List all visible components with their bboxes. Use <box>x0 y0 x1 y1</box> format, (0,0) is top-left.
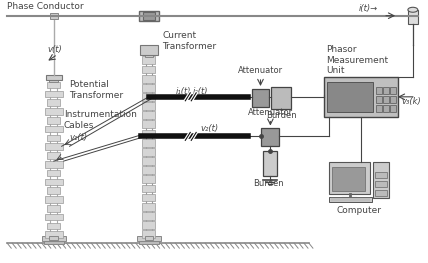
Bar <box>45 143 62 150</box>
Bar <box>50 13 58 19</box>
Text: v₁(t): v₁(t) <box>70 133 88 142</box>
Text: i₂(t): i₂(t) <box>192 87 208 96</box>
Bar <box>142 194 155 201</box>
Bar <box>383 87 389 94</box>
Bar <box>45 108 62 115</box>
Text: i(t)→: i(t)→ <box>358 4 377 13</box>
Bar <box>48 99 60 106</box>
Bar <box>383 96 389 103</box>
Text: v(t): v(t) <box>48 45 62 54</box>
Bar <box>142 212 155 220</box>
Bar <box>376 105 382 112</box>
Bar <box>390 87 396 94</box>
Bar <box>324 77 398 117</box>
Bar <box>49 236 58 240</box>
Text: Potential
Transformer: Potential Transformer <box>70 80 124 100</box>
Bar <box>142 102 155 110</box>
Text: Attenuator: Attenuator <box>248 108 293 117</box>
Text: Burden: Burden <box>253 179 284 188</box>
Bar <box>142 166 155 174</box>
Bar <box>383 105 389 112</box>
Bar <box>42 236 65 241</box>
Bar <box>408 10 418 24</box>
Bar <box>45 91 62 97</box>
Bar <box>143 12 155 20</box>
Text: Current
Transformer: Current Transformer <box>163 31 217 51</box>
Text: Instrumentation
Cables: Instrumentation Cables <box>64 110 137 130</box>
Bar <box>48 82 60 88</box>
Bar <box>142 130 155 138</box>
Bar <box>137 236 160 241</box>
Bar <box>376 87 382 94</box>
Bar <box>48 205 60 212</box>
Bar <box>142 230 155 238</box>
Bar <box>142 221 155 229</box>
Bar <box>45 231 62 238</box>
Bar <box>48 152 60 159</box>
Bar <box>45 126 62 133</box>
Bar <box>252 89 269 107</box>
Bar <box>48 170 60 176</box>
Bar <box>139 11 159 21</box>
Bar <box>271 87 291 109</box>
Text: Computer: Computer <box>336 206 381 215</box>
Bar <box>142 185 155 192</box>
Text: Phase Conductor: Phase Conductor <box>7 2 84 11</box>
Text: Attenuator: Attenuator <box>238 66 283 75</box>
Bar <box>46 75 62 80</box>
Bar <box>48 135 60 141</box>
Bar <box>329 162 370 194</box>
Bar <box>329 197 372 202</box>
Bar <box>390 105 396 112</box>
Bar <box>327 82 373 112</box>
Bar <box>44 241 64 244</box>
Bar <box>142 84 155 92</box>
Bar <box>264 151 277 176</box>
Bar <box>48 222 60 229</box>
Bar <box>142 148 155 156</box>
Bar <box>375 172 387 178</box>
Bar <box>142 139 155 146</box>
Text: Phasor
Measurement
Unit: Phasor Measurement Unit <box>326 45 388 75</box>
Bar <box>45 179 62 185</box>
Bar <box>140 45 158 55</box>
Text: Burden: Burden <box>266 111 297 120</box>
Bar <box>139 241 159 244</box>
Text: i₁(t): i₁(t) <box>175 87 191 96</box>
Bar <box>332 167 366 191</box>
Bar <box>375 181 387 187</box>
Bar <box>142 75 155 83</box>
Bar <box>142 57 155 64</box>
Bar <box>390 96 396 103</box>
Bar <box>45 196 62 203</box>
Bar <box>142 65 155 73</box>
Bar <box>45 161 62 168</box>
Bar <box>145 236 153 240</box>
Bar <box>49 78 58 82</box>
Bar <box>48 117 60 124</box>
Bar <box>142 175 155 183</box>
Ellipse shape <box>408 7 418 12</box>
Bar <box>142 120 155 128</box>
Text: v₃(k): v₃(k) <box>401 97 421 106</box>
Bar <box>145 53 153 57</box>
Bar <box>375 190 387 196</box>
Bar <box>142 111 155 119</box>
Bar <box>142 93 155 101</box>
Text: v₂(t): v₂(t) <box>200 124 218 133</box>
Bar <box>376 96 382 103</box>
Bar <box>373 162 389 198</box>
Bar <box>262 128 279 146</box>
Bar <box>45 214 62 220</box>
Bar <box>142 157 155 165</box>
Bar <box>142 203 155 211</box>
Bar <box>48 188 60 194</box>
